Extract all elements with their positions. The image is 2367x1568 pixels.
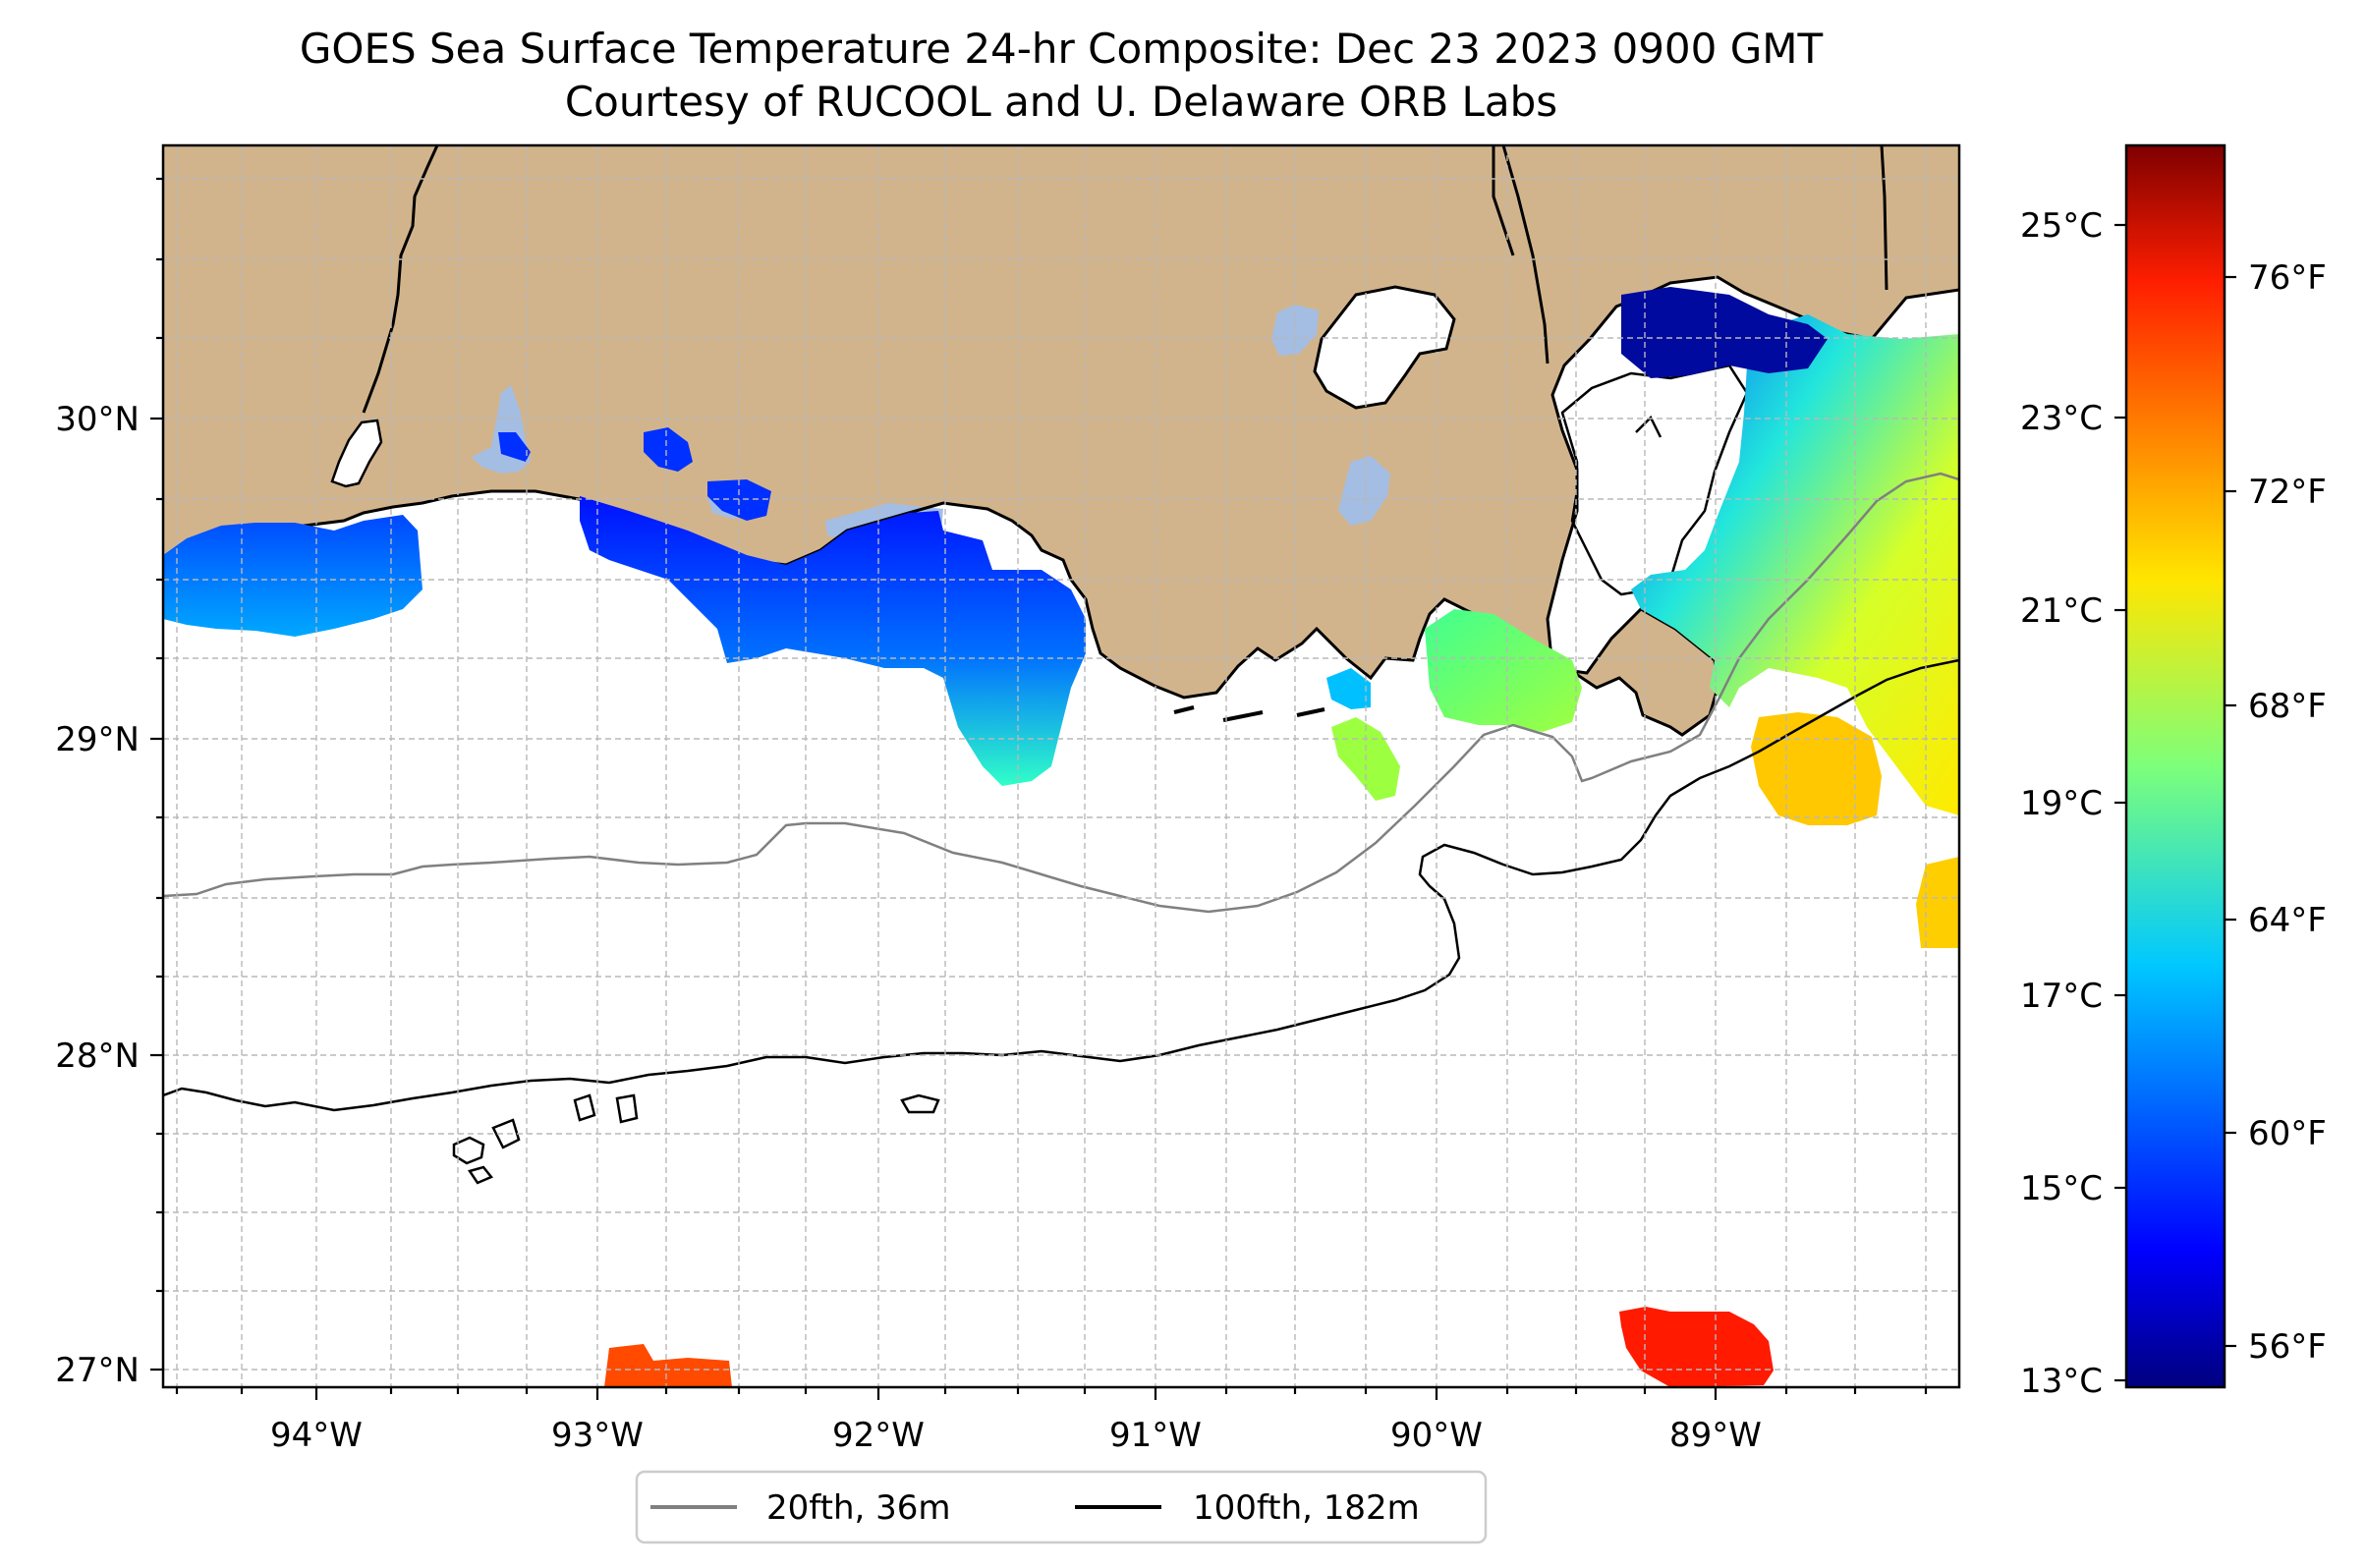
sst-west-patch [163, 515, 423, 637]
longitude-labels: 94°W 93°W 92°W 91°W 90°W 89°W [270, 1416, 1762, 1455]
celsius-label: 21°C [2020, 591, 2103, 631]
sst-hot-patch-2 [604, 1344, 732, 1387]
lon-label: 94°W [270, 1416, 363, 1455]
isobath-20fth [163, 472, 1959, 914]
lon-label: 89°W [1669, 1416, 1762, 1455]
celsius-label: 19°C [2020, 784, 2103, 823]
sst-central-patch [580, 496, 1086, 786]
celsius-ticks [2114, 223, 2126, 1382]
lat-label: 27°N [55, 1351, 140, 1390]
lon-label: 93°W [551, 1416, 644, 1455]
colorbar-gradient [2124, 143, 2226, 1389]
legend-label-20fth: 20fth, 36m [766, 1488, 951, 1528]
map-area [163, 145, 1959, 1387]
sst-delta-patch [1425, 609, 1582, 732]
fahrenheit-label: 60°F [2248, 1114, 2327, 1153]
sst-data [163, 287, 1959, 1387]
lon-label: 92°W [832, 1416, 925, 1455]
lon-label: 90°W [1390, 1416, 1483, 1455]
gridlines [163, 145, 1959, 1387]
fahrenheit-label: 76°F [2248, 258, 2327, 298]
fahrenheit-label: 56°F [2248, 1327, 2327, 1367]
celsius-label: 13°C [2020, 1362, 2103, 1401]
map-title: GOES Sea Surface Temperature 24-hr Compo… [299, 25, 1824, 73]
celsius-label: 15°C [2020, 1169, 2103, 1208]
colorbar: 25°C 23°C 21°C 19°C 17°C 15°C 13°C 76°F … [2020, 143, 2327, 1401]
sst-small-patch-1 [644, 427, 693, 472]
sst-warm-patch-2 [1916, 857, 1959, 948]
legend-label-100fth: 100fth, 182m [1193, 1488, 1420, 1528]
celsius-labels: 25°C 23°C 21°C 19°C 17°C 15°C 13°C [2020, 206, 2103, 1401]
sst-small-patch-5 [1326, 668, 1371, 709]
map-frame [161, 143, 1961, 1389]
lat-label: 30°N [55, 400, 140, 439]
lake-maurepas [1271, 305, 1319, 356]
fahrenheit-labels: 76°F 72°F 68°F 64°F 60°F 56°F [2248, 258, 2327, 1367]
legend: 20fth, 36m 100fth, 182m [635, 1470, 1488, 1544]
lat-label: 29°N [55, 720, 140, 759]
lake-borgne [1560, 364, 1749, 596]
sst-small-patch-3 [498, 432, 531, 462]
lake-pontchartrain [1313, 285, 1456, 410]
land-mass [163, 145, 1959, 735]
lat-label: 28°N [55, 1036, 140, 1076]
lake-salvador [1338, 456, 1390, 526]
celsius-label: 17°C [2020, 977, 2103, 1016]
sst-east-patch [1631, 314, 1959, 815]
legend-box [635, 1470, 1488, 1544]
sst-northeast-patch [1621, 287, 1828, 378]
celsius-label: 23°C [2020, 399, 2103, 438]
sst-warm-patch [1751, 712, 1882, 825]
fahrenheit-label: 72°F [2248, 473, 2327, 512]
fahrenheit-label: 68°F [2248, 687, 2327, 726]
lon-label: 91°W [1109, 1416, 1202, 1455]
isobath-fragments [452, 1093, 940, 1185]
isobath-100fth [163, 658, 1959, 1112]
fahrenheit-ticks [2225, 275, 2236, 1348]
axis-ticks [150, 177, 1928, 1400]
sst-hot-patch [1619, 1307, 1774, 1387]
celsius-label: 25°C [2020, 206, 2103, 246]
fahrenheit-label: 64°F [2248, 901, 2327, 940]
latitude-labels: 30°N 29°N 28°N 27°N [55, 400, 140, 1390]
lake-calcasieu [330, 419, 383, 488]
map-subtitle: Courtesy of RUCOOL and U. Delaware ORB L… [564, 78, 1558, 126]
